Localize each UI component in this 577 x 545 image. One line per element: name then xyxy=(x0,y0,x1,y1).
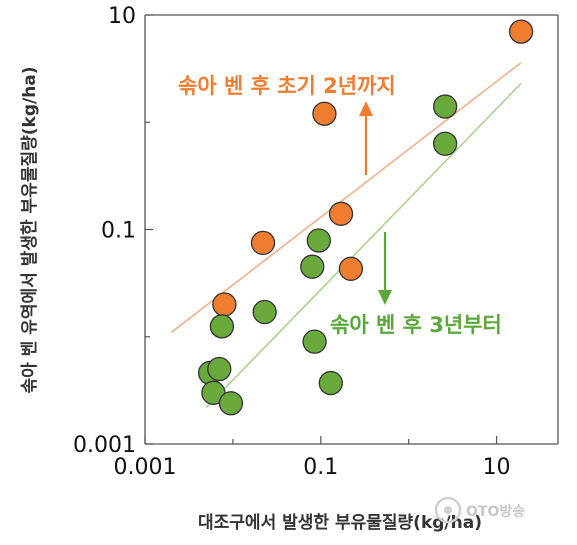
logo-dot-icon xyxy=(444,506,452,514)
arrow-up-icon xyxy=(359,101,373,116)
x-tick-label: 0.001 xyxy=(114,455,177,480)
data-point-series-2 xyxy=(218,391,244,416)
tick-labels: 0.001 0.1 10 0.001 0.1 10 xyxy=(73,4,511,480)
y-tick-label: 0.1 xyxy=(101,219,136,244)
data-point-series-1 xyxy=(328,201,354,226)
y-tick-label: 10 xyxy=(108,4,136,29)
data-point-series-2 xyxy=(207,356,232,382)
data-point-series-1 xyxy=(508,19,534,44)
x-axis-label: 대조구에서 발생한 부유물질량(kg/ha) xyxy=(198,512,482,533)
annotation-orange-label: 솎아 벤 후 초기 2년까지 xyxy=(178,74,396,98)
data-point-series-1 xyxy=(312,101,337,126)
data-point-series-2 xyxy=(300,254,325,279)
arrow-down-icon xyxy=(378,290,392,305)
data-point-series-2 xyxy=(209,314,235,339)
x-tick-label: 10 xyxy=(483,455,511,480)
watermark-logo: OTO방송 xyxy=(434,496,525,524)
data-point-series-1 xyxy=(250,230,276,256)
y-axis-label: 솎아 벤 유역에서 발생한 부유물질량(kg/ha) xyxy=(19,66,40,393)
data-point-series-2 xyxy=(252,299,277,325)
data-point-series-2 xyxy=(302,329,327,354)
logo-circle-icon xyxy=(434,496,462,524)
trend-lines xyxy=(170,61,522,408)
data-point-series-2 xyxy=(432,131,458,156)
x-tick-label: 0.1 xyxy=(303,455,338,480)
data-points xyxy=(197,19,534,416)
plot-area xyxy=(144,14,559,445)
axis-labels: 솎아 벤 유역에서 발생한 부유물질량(kg/ha) 대조구에서 발생한 부유물… xyxy=(19,66,482,533)
data-point-series-2 xyxy=(318,370,343,396)
data-point-series-2 xyxy=(306,228,331,253)
data-point-series-2 xyxy=(432,94,458,119)
trend-line-series-1 xyxy=(170,61,522,333)
data-point-series-1 xyxy=(338,256,364,281)
y-tick-label: 0.001 xyxy=(73,433,136,458)
data-point-series-1 xyxy=(212,292,237,317)
annotation-green-label: 솎아 벤 후 3년부터 xyxy=(330,313,502,337)
watermark-text: OTO방송 xyxy=(466,503,525,520)
tick-marks xyxy=(144,14,498,445)
trend-line-series-2 xyxy=(205,82,522,408)
annotations: 솎아 벤 후 초기 2년까지 솎아 벤 후 3년부터 xyxy=(178,74,502,337)
